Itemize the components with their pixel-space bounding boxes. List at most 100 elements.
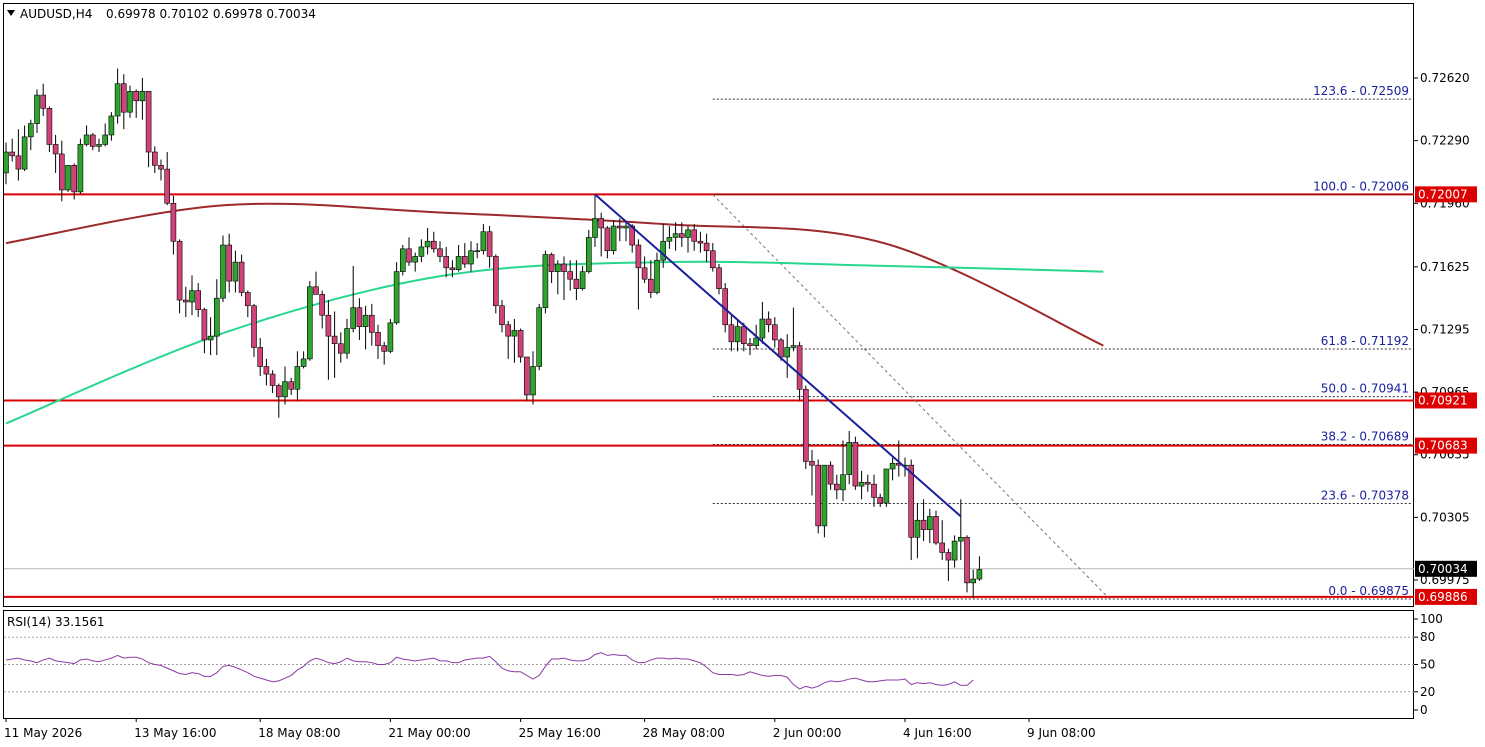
candle[interactable]	[152, 146, 158, 173]
candle[interactable]	[201, 307, 208, 354]
candle[interactable]	[449, 260, 456, 278]
candle[interactable]	[747, 338, 753, 356]
candle[interactable]	[158, 159, 164, 181]
candle[interactable]	[604, 226, 611, 259]
candle[interactable]	[468, 241, 474, 272]
candle[interactable]	[827, 461, 834, 490]
candle[interactable]	[461, 243, 468, 268]
candle[interactable]	[424, 227, 431, 255]
candle[interactable]	[102, 123, 108, 147]
candle[interactable]	[77, 138, 84, 194]
candle[interactable]	[840, 440, 846, 502]
candle[interactable]	[660, 224, 667, 268]
candle[interactable]	[21, 125, 28, 172]
candle[interactable]	[27, 119, 34, 151]
candle[interactable]	[511, 319, 518, 363]
candle[interactable]	[592, 195, 598, 247]
candle[interactable]	[964, 535, 970, 593]
candle[interactable]	[65, 165, 71, 192]
collapse-triangle-icon[interactable]	[7, 10, 15, 16]
candle[interactable]	[350, 265, 357, 333]
candle[interactable]	[914, 503, 921, 559]
candle[interactable]	[344, 319, 350, 359]
candle[interactable]	[71, 163, 77, 200]
candle[interactable]	[375, 324, 381, 359]
candle[interactable]	[90, 133, 96, 151]
candle[interactable]	[703, 233, 710, 263]
candle[interactable]	[492, 254, 499, 314]
candle[interactable]	[809, 449, 815, 496]
candle[interactable]	[815, 459, 822, 534]
candle[interactable]	[802, 385, 809, 469]
candle[interactable]	[114, 68, 121, 124]
candle[interactable]	[226, 233, 232, 293]
candle[interactable]	[455, 245, 462, 272]
candle[interactable]	[889, 457, 896, 481]
candle[interactable]	[945, 548, 952, 581]
candle[interactable]	[127, 85, 133, 118]
candle[interactable]	[623, 220, 629, 242]
candle[interactable]	[505, 320, 512, 359]
candle[interactable]	[833, 474, 840, 500]
candle[interactable]	[121, 74, 127, 130]
candle[interactable]	[796, 341, 803, 401]
candle[interactable]	[716, 264, 722, 295]
candle[interactable]	[325, 300, 332, 380]
candle[interactable]	[920, 499, 927, 542]
candle[interactable]	[554, 260, 561, 295]
candle[interactable]	[443, 246, 450, 278]
candle[interactable]	[871, 474, 877, 507]
candle[interactable]	[567, 260, 574, 291]
candle[interactable]	[852, 436, 859, 490]
candle[interactable]	[108, 112, 115, 141]
candle[interactable]	[356, 298, 363, 340]
candle[interactable]	[220, 235, 226, 302]
candle[interactable]	[245, 290, 251, 318]
candle[interactable]	[46, 106, 53, 153]
candle[interactable]	[251, 303, 257, 358]
sma-fast-line[interactable]	[5, 260, 1104, 425]
candle[interactable]	[300, 351, 307, 369]
candle[interactable]	[313, 271, 319, 295]
candle[interactable]	[536, 303, 543, 371]
candle[interactable]	[3, 142, 9, 185]
candle[interactable]	[821, 464, 828, 538]
candle[interactable]	[52, 134, 59, 173]
fib-anchor-line[interactable]	[712, 194, 1110, 600]
candle[interactable]	[381, 341, 388, 365]
candle[interactable]	[480, 224, 487, 255]
candle[interactable]	[399, 245, 406, 276]
candle[interactable]	[864, 474, 871, 492]
candle[interactable]	[269, 370, 276, 394]
candle[interactable]	[970, 569, 977, 599]
bearish-trendline[interactable]	[594, 193, 962, 518]
candle[interactable]	[282, 366, 288, 405]
candle[interactable]	[784, 334, 791, 378]
candle[interactable]	[15, 129, 22, 181]
candle[interactable]	[183, 286, 189, 318]
candle[interactable]	[387, 319, 394, 354]
candle[interactable]	[263, 358, 270, 386]
candle[interactable]	[951, 535, 958, 568]
candle[interactable]	[548, 252, 555, 283]
candle[interactable]	[771, 317, 778, 348]
candle[interactable]	[368, 303, 375, 346]
candle[interactable]	[499, 300, 505, 333]
candle[interactable]	[40, 83, 47, 116]
candle[interactable]	[759, 301, 766, 344]
candle[interactable]	[170, 195, 177, 255]
rsi-line[interactable]	[5, 652, 974, 690]
candle[interactable]	[691, 224, 698, 251]
candle[interactable]	[523, 356, 530, 401]
candle[interactable]	[164, 152, 170, 206]
candle[interactable]	[96, 138, 102, 153]
candle[interactable]	[790, 307, 797, 352]
candle[interactable]	[635, 239, 642, 310]
candle[interactable]	[189, 275, 195, 316]
candle[interactable]	[678, 222, 685, 247]
candle[interactable]	[846, 431, 853, 485]
candle[interactable]	[654, 252, 660, 295]
candle[interactable]	[288, 377, 295, 395]
main-chart-frame[interactable]	[3, 3, 1414, 607]
candle[interactable]	[666, 226, 673, 249]
